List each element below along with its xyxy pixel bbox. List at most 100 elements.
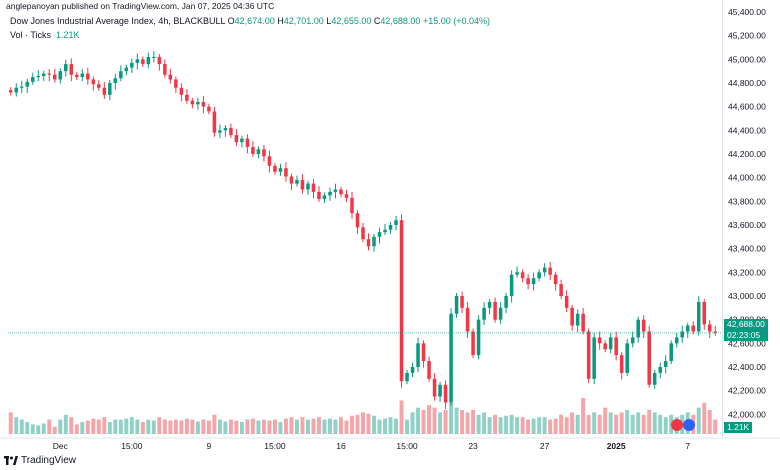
candle-body: [212, 111, 217, 133]
candle-body: [311, 183, 316, 192]
volume-bar: [394, 418, 399, 434]
candle-body: [553, 274, 558, 285]
volume-bar: [592, 412, 597, 434]
candle-body: [306, 183, 310, 190]
volume-bar: [520, 417, 525, 434]
candle-body: [377, 232, 382, 237]
close-value: 42,688.00: [380, 16, 421, 26]
volume-bar: [702, 402, 707, 434]
volume-bar: [471, 410, 476, 434]
candle-body: [168, 74, 173, 80]
volume-bar: [570, 412, 575, 434]
volume-bar: [74, 424, 79, 434]
volume-bar: [41, 423, 46, 434]
candle-body: [421, 343, 426, 362]
candle-body: [564, 296, 569, 308]
volume-bar: [129, 417, 134, 434]
volume-bar: [531, 418, 536, 434]
candle-body: [130, 62, 134, 68]
volume-bar: [256, 420, 261, 434]
volume-bar: [586, 414, 591, 434]
volume-bar: [69, 417, 74, 434]
y-tick-label: 44,400.00: [728, 125, 766, 135]
x-tick-label: 16: [336, 441, 346, 451]
volume-bar: [515, 417, 520, 434]
volume-bar: [509, 414, 514, 434]
volume-bar: [250, 418, 255, 434]
volume-bar: [289, 417, 294, 434]
candle-body: [531, 278, 536, 285]
change-value: +15.00 (+0.04%): [422, 16, 490, 26]
volume-bar: [322, 419, 327, 434]
candle-body: [608, 337, 613, 350]
volume-bar: [162, 419, 167, 434]
candle-body: [586, 331, 591, 379]
volume-bar: [372, 415, 376, 434]
candle-body: [207, 106, 211, 112]
candle-body: [135, 59, 140, 63]
volume-bar: [140, 422, 145, 434]
candle-body: [339, 189, 343, 195]
x-tick-label: 27: [540, 441, 550, 451]
candle-body: [614, 337, 618, 356]
volume-bar: [526, 419, 531, 434]
event-badge-up-icon: [683, 419, 695, 431]
candle-body: [669, 343, 673, 362]
open-value: 42,674.00: [234, 16, 275, 26]
x-tick-label: 23: [468, 441, 478, 451]
candle-body: [163, 64, 167, 75]
volume-bar: [30, 424, 35, 434]
candle-body: [108, 83, 112, 95]
volume-bar: [113, 419, 118, 434]
volume-bar: [476, 414, 481, 434]
candle-body: [702, 301, 707, 325]
volume-bar: [581, 398, 586, 434]
volume-bar: [416, 407, 421, 434]
candle-body: [86, 73, 90, 80]
volume-bar: [261, 419, 266, 434]
tradingview-logo[interactable]: TradingView: [4, 455, 76, 466]
candle-body: [355, 213, 360, 228]
volume-bar: [339, 417, 343, 434]
volume-bar: [52, 426, 57, 434]
volume-bar: [58, 419, 63, 434]
volume-bar: [228, 419, 233, 434]
volume-bar: [300, 417, 305, 434]
volume-bar: [184, 418, 189, 434]
volume-bar: [487, 417, 492, 434]
candle-body: [218, 130, 222, 133]
candle-body: [245, 138, 250, 147]
volume-bar: [124, 418, 129, 434]
candle-body: [652, 372, 657, 385]
candle-body: [146, 56, 151, 65]
volume-bar: [366, 413, 371, 434]
price-axis[interactable]: [722, 0, 780, 438]
volume-bar: [377, 419, 382, 434]
candle-body: [190, 100, 195, 105]
volume-bar: [636, 412, 641, 434]
candle-body: [185, 94, 189, 101]
volume-bar: [305, 419, 310, 434]
volume-bar: [190, 419, 195, 434]
volume-tag: 1.21K: [724, 422, 753, 433]
candle-body: [141, 59, 145, 65]
volume-bar: [333, 419, 338, 434]
candle-body: [515, 272, 519, 275]
volume-bar: [355, 414, 360, 434]
candle-body: [592, 337, 596, 379]
volume-bar: [707, 410, 712, 434]
x-tick-label: 2025: [607, 441, 626, 451]
candle-body: [344, 194, 349, 198]
candle-body: [641, 319, 646, 332]
volume-bar: [157, 417, 162, 434]
volume-bar: [118, 419, 123, 434]
candle-body: [487, 301, 492, 308]
candle-body: [575, 313, 580, 326]
volume-bar: [195, 421, 200, 434]
volume-bar: [146, 419, 151, 434]
volume-bar: [663, 417, 668, 434]
candle-body: [119, 71, 123, 79]
volume-bar: [619, 412, 624, 434]
